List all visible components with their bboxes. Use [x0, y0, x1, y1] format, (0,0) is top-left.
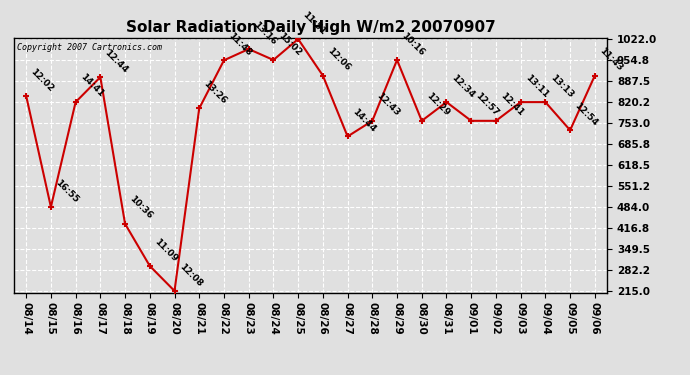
- Text: 12:41: 12:41: [499, 92, 525, 118]
- Text: 12:06: 12:06: [326, 46, 352, 73]
- Text: 11:48: 11:48: [227, 31, 253, 57]
- Text: 11:51: 11:51: [301, 10, 328, 36]
- Text: 16:55: 16:55: [54, 178, 80, 204]
- Text: 14:44: 14:44: [351, 107, 377, 134]
- Text: 15:02: 15:02: [276, 31, 303, 57]
- Text: 12:57: 12:57: [474, 92, 501, 118]
- Text: 13:11: 13:11: [524, 73, 550, 99]
- Text: 12:54: 12:54: [573, 101, 600, 128]
- Text: 12:08: 12:08: [177, 262, 204, 288]
- Text: 10:16: 10:16: [400, 31, 426, 57]
- Text: 13:16: 13:16: [251, 20, 278, 46]
- Text: 13:26: 13:26: [202, 79, 228, 106]
- Text: Copyright 2007 Cartronics.com: Copyright 2007 Cartronics.com: [17, 43, 161, 52]
- Text: 12:02: 12:02: [29, 67, 55, 93]
- Text: 12:29: 12:29: [424, 92, 451, 118]
- Text: 12:44: 12:44: [103, 48, 130, 74]
- Text: 13:13: 13:13: [548, 73, 575, 99]
- Text: 12:34: 12:34: [449, 73, 476, 99]
- Text: 12:43: 12:43: [375, 92, 402, 118]
- Title: Solar Radiation Daily High W/m2 20070907: Solar Radiation Daily High W/m2 20070907: [126, 20, 495, 35]
- Text: 11:09: 11:09: [152, 237, 179, 263]
- Text: 10:36: 10:36: [128, 195, 155, 221]
- Text: 14:41: 14:41: [79, 72, 105, 99]
- Text: 11:43: 11:43: [598, 46, 624, 73]
